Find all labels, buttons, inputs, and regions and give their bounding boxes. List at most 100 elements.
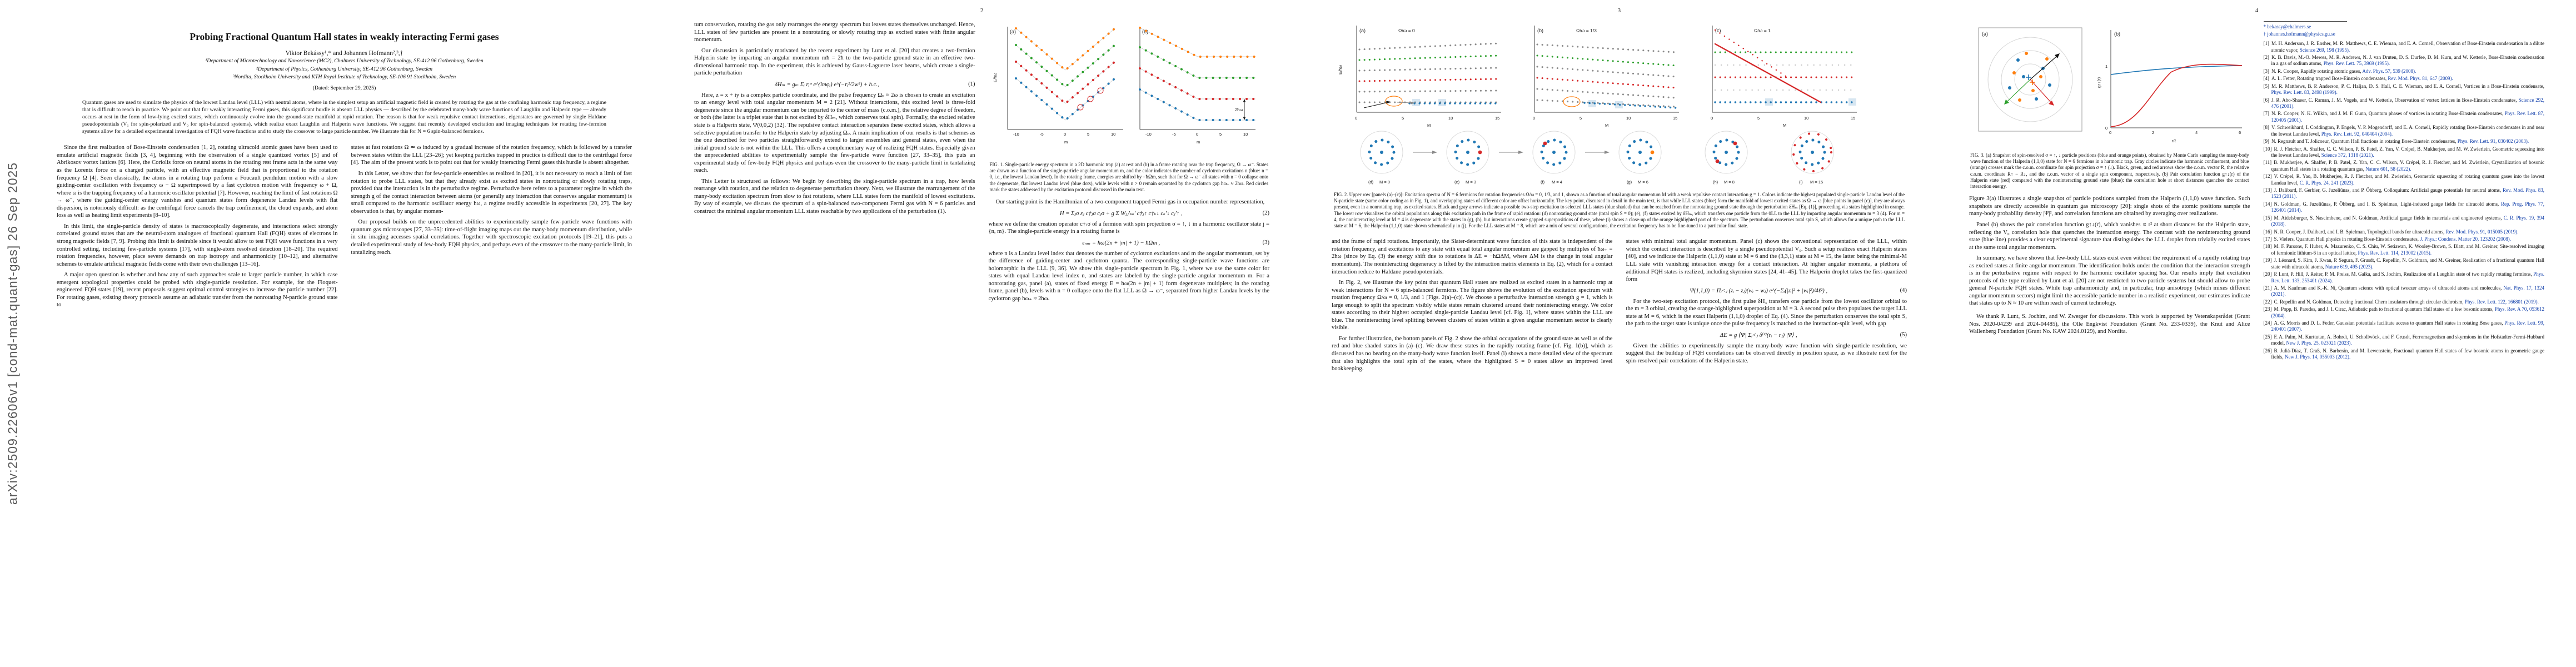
reference-number: [25] (2263, 334, 2272, 340)
paragraph: Our starting point is the Hamiltonian of… (995, 199, 1265, 206)
reference-link[interactable]: New J. Phys. 14, 055003 (2012). (2285, 354, 2351, 360)
reference-entry: [3] N. R. Cooper, Rapidly rotating atomic… (2264, 68, 2545, 74)
reference-number: [12] (2263, 173, 2272, 180)
com-cross-up (2025, 74, 2031, 80)
reference-link[interactable]: Rev. Mod. Phys. 83, 1523 (2011). (2271, 187, 2545, 200)
reference-link[interactable]: Phys. Rev. Lett. 91, 030402 (2003). (2457, 138, 2529, 145)
reference-text: R. J. Fletcher, A. Shaffer, C. C. Wilson… (2271, 146, 2545, 158)
reference-link[interactable]: Adv. Phys. 57, 539 (2008). (2362, 68, 2416, 74)
sub-title: M = 8 (1724, 180, 1735, 185)
orange-highlight (1563, 96, 1581, 107)
reference-link[interactable]: Phys. Rev. A 70, 053612 (2004). (2271, 306, 2545, 318)
y-axis-label: E/ħω (993, 73, 998, 82)
paragraph: where n is a Landau level index that den… (988, 250, 1270, 302)
marked-state-circle (1077, 104, 1084, 111)
reference-text: B. Mukherjee, A. Shaffer, P. B. Patel, Z… (2271, 160, 2545, 172)
reference-text: K. B. Davis, M.-O. Mewes, M. R. Andrews,… (2271, 54, 2545, 67)
arrow-icon (1386, 101, 1391, 104)
reference-link[interactable]: Phys. Rev. Lett. 92, 040404 (2004). (2321, 131, 2393, 137)
reference-link[interactable]: Rep. Prog. Phys. 77, 126401 (2014). (2271, 201, 2545, 213)
page-4: 4 (a) (1938, 0, 2575, 667)
reference-link[interactable]: J. Phys.: Condens. Matter 20, 123202 (20… (2420, 236, 2511, 242)
reference-text: C. Repellin and N. Goldman, Detecting fr… (2274, 298, 2464, 305)
reference-entry: [9] N. Regnault and T. Jolicoeur, Quantum… (2264, 138, 2545, 145)
figure3-panel-b: (b) 0 2 4 6 0 1 r/ℓ g↑↓(r) (2096, 30, 2242, 143)
reference-link[interactable]: Nature 619, 495 (2023). (2325, 263, 2374, 270)
reference-number: [11] (2263, 160, 2272, 166)
reference-link[interactable]: Science 269, 198 (1995). (2299, 47, 2350, 53)
equation-number: (5) (1900, 332, 1907, 339)
orbital-diagram-i: (i) M = 15 (1791, 131, 1834, 185)
reference-link[interactable]: Phys. Rev. Lett. 99, 240401 (2007). (2271, 320, 2545, 332)
sub-label: (f) (1541, 180, 1545, 185)
reference-link[interactable]: C. R. Phys. 19, 394 (2018). (2271, 215, 2545, 227)
paragraph: In Fig. 2, we illustrate the key point t… (1332, 280, 1613, 331)
reference-link[interactable]: Phys. Rev. Lett. 83, 2498 (1999). (2271, 89, 2338, 96)
reference-link[interactable]: Nature 601, 58 (2022). (2365, 166, 2411, 172)
reference-number: [9] (2263, 138, 2270, 145)
tick: 0 (1355, 116, 1357, 121)
reference-link[interactable]: Phys. Rev. Lett. 87, 120405 (2001). (2271, 111, 2545, 123)
reference-number: [7] (2263, 111, 2270, 117)
reference-entry: [7] N. R. Cooper, N. K. Wilkin, and J. M.… (2264, 111, 2545, 123)
figure-2: (a) Ω/ω = 0 0 5 10 (1332, 19, 1907, 190)
affiliation-1: ¹Department of Microtechnology and Nanos… (205, 57, 484, 64)
tick: 5 (1580, 116, 1582, 121)
email-footnote[interactable]: * bekassy@chalmers.se (2263, 24, 2311, 29)
figure-2-plot: (a) Ω/ω = 0 0 5 10 (1338, 26, 1857, 185)
paper-title: Probing Fractional Quantum Hall states i… (190, 31, 499, 42)
reference-entry: [23] M. Popp, B. Paredes, and J. I. Cirac… (2264, 306, 2545, 319)
equation-4: Ψ(1,1,0) = Πᵢ<ⱼ (zᵢ − zⱼ)(wᵢ − wⱼ) e^(−Σ… (1626, 287, 1907, 294)
reference-number: [22] (2263, 298, 2272, 305)
y-axis-label: g↑↓(r) (2096, 77, 2101, 88)
reference-link[interactable]: C. R. Phys. 24, 241 (2023). (2299, 180, 2355, 186)
authors-line: Viktor Bekássy¹,* and Johannes Hofmann²,… (285, 49, 403, 57)
reference-link[interactable]: Phys. Rev. Lett. 133, 253401 (2024). (2271, 271, 2545, 283)
equation-body: H = Σⱼσ εⱼ c†ⱼσ cⱼσ + g Σ Wⱼⱼ′ₖₖ′ c†ⱼ↑ c… (1059, 210, 1183, 217)
reference-link[interactable]: Nat. Phys. 17, 1324 (2021). (2271, 285, 2545, 297)
reference-number: [14] (2263, 201, 2272, 207)
reference-link[interactable]: Science 372, 1318 (2021). (2321, 152, 2374, 158)
reference-entry: [26] B. Juliá-Díaz, T. Graß, N. Barberán,… (2264, 348, 2545, 361)
author-footnotes: * bekassy@chalmers.se † johannes.hofmann… (2263, 21, 2347, 37)
paragraph: where we define the creation operator c†… (988, 221, 1270, 235)
affiliation-2: ²Department of Physics, Gothenburg Unive… (256, 66, 433, 72)
reference-text: A. L. Fetter, Rotating trapped Bose-Eins… (2271, 76, 2387, 82)
reference-text: M. Aidelsburger, S. Nascimbene, and N. G… (2274, 215, 2502, 221)
paragraph: Our discussion is particularly motivated… (694, 47, 975, 77)
equation-body: δHₘ = gₘ Σᵢ rᵢᵐ e^(imφᵢ) e^(−rᵢ²/2w²) + … (774, 81, 879, 88)
reference-link[interactable]: Phys. Rev. Lett. 122, 166801 (2019). (2464, 298, 2539, 305)
blue-highlight (1438, 99, 1446, 106)
figure2-panel-a: (a) Ω/ω = 0 0 5 10 (1338, 26, 1501, 128)
orbital-diagram-h: (h) M = 8 (1705, 131, 1748, 185)
tick: 0 (2105, 126, 2107, 131)
blue-highlight (1848, 98, 1856, 106)
tick: -10 (1145, 132, 1152, 137)
figure-3-caption-text: (a) Snapshot of spin-resolved σ = ↑, ↓ p… (1970, 152, 2249, 190)
reference-number: [20] (2263, 271, 2272, 277)
figure-3: (a) (1969, 21, 2250, 148)
reference-link[interactable]: New J. Phys. 25, 023021 (2023). (2286, 340, 2352, 346)
reference-text: M. R. Matthews, B. P. Anderson, P. C. Ha… (2271, 83, 2544, 89)
reference-number: [21] (2263, 285, 2272, 291)
ll3-level-dots (1015, 27, 1117, 72)
figure-1-caption-text: Single-particle energy spectrum in a 2D … (989, 162, 1269, 192)
x-axis-label: M (1783, 123, 1786, 128)
reference-number: [6] (2263, 97, 2270, 103)
panel-b-label: (b) (1142, 29, 1148, 34)
reference-entry: [4] A. L. Fetter, Rotating trapped Bose-E… (2264, 76, 2545, 82)
reference-link[interactable]: Science 292, 476 (2001). (2271, 97, 2545, 109)
reference-link[interactable]: Phys. Rev. Lett. 114, 213002 (2015). (2358, 250, 2432, 256)
reference-link[interactable]: Rev. Mod. Phys. 81, 647 (2009). (2388, 76, 2453, 82)
reference-entry: [13] J. Dalibard, F. Gerbier, G. Juzeliūn… (2264, 187, 2545, 200)
reference-text: N. R. Cooper, N. K. Wilkin, and J. M. F.… (2271, 111, 2504, 117)
arxiv-watermark[interactable]: arXiv:2509.22606v1 [cond-mat.quant-gas] … (5, 162, 20, 505)
email-footnote[interactable]: † johannes.hofmann@physics.gu.se (2263, 31, 2335, 37)
reference-link[interactable]: Rev. Mod. Phys. 91, 015005 (2019). (2445, 228, 2519, 235)
reference-number: [5] (2263, 83, 2270, 89)
acknowledgments: We thank P. Lunt, S. Jochim, and W. Zwer… (1969, 313, 2250, 335)
cyclotron-gap-label: 2ħω (1235, 107, 1243, 112)
reference-link[interactable]: Phys. Rev. Lett. 75, 3969 (1995). (2323, 61, 2390, 67)
tick: 15 (1673, 116, 1677, 121)
tick: -10 (1013, 132, 1019, 137)
